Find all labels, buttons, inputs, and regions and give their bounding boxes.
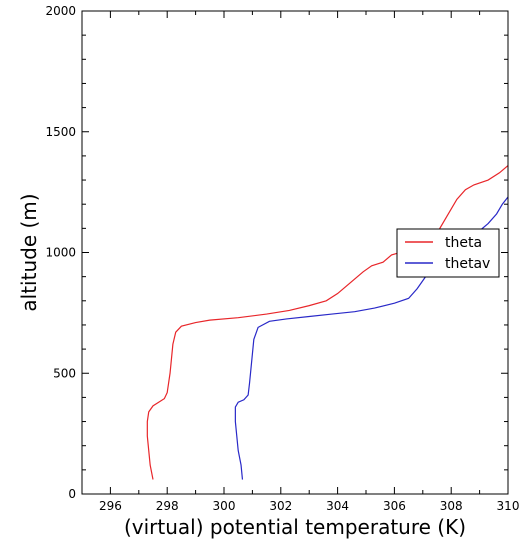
x-tick-label: 296 [99, 499, 122, 513]
y-axis: 0 500 1000 1500 2000 [45, 4, 508, 501]
x-axis: 296 298 300 302 304 306 308 310 [81, 11, 520, 513]
x-tick-label: 298 [156, 499, 179, 513]
x-axis-label: (virtual) potential temperature (K) [124, 515, 466, 539]
y-tick-label: 0 [68, 487, 76, 501]
x-tick-label: 304 [326, 499, 349, 513]
y-tick-label: 500 [53, 366, 76, 380]
y-axis-label: altitude (m) [17, 193, 41, 311]
x-tick-label: 310 [497, 499, 520, 513]
series-line-theta [146, 165, 509, 480]
y-tick-label: 1000 [45, 246, 76, 260]
x-tick-label: 300 [213, 499, 236, 513]
legend-label-thetav: thetav [445, 256, 490, 272]
legend-box [396, 228, 500, 278]
y-tick-label: 2000 [45, 4, 76, 18]
y-tick-label: 1500 [45, 125, 76, 139]
legend-label-theta: theta [445, 235, 482, 251]
x-tick-label: 308 [440, 499, 463, 513]
x-tick-label: 306 [383, 499, 406, 513]
x-tick-label: 302 [269, 499, 292, 513]
legend: theta thetav [396, 228, 500, 278]
